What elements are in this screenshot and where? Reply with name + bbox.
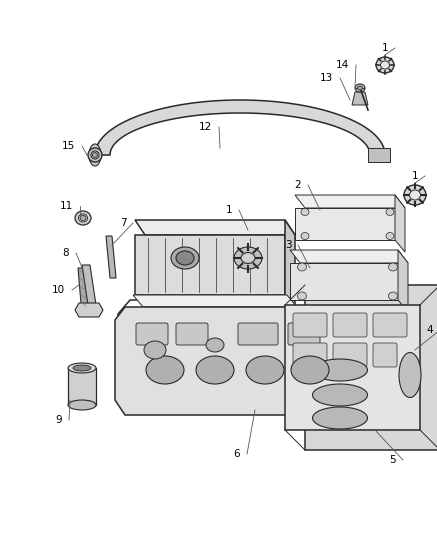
Text: 9: 9 [55, 415, 62, 425]
Text: 2: 2 [295, 180, 302, 190]
Ellipse shape [176, 251, 194, 265]
Ellipse shape [171, 247, 199, 269]
Polygon shape [135, 235, 285, 295]
Polygon shape [398, 250, 408, 312]
Ellipse shape [73, 365, 91, 371]
Text: 7: 7 [120, 218, 126, 228]
Polygon shape [106, 236, 116, 278]
Ellipse shape [301, 208, 309, 215]
Ellipse shape [312, 384, 368, 406]
Ellipse shape [89, 144, 101, 166]
Text: 14: 14 [335, 60, 349, 70]
Polygon shape [305, 285, 437, 450]
Polygon shape [78, 268, 90, 315]
Ellipse shape [93, 152, 97, 157]
Text: 12: 12 [198, 122, 212, 132]
FancyBboxPatch shape [373, 343, 397, 367]
Polygon shape [285, 220, 295, 305]
Polygon shape [352, 92, 368, 105]
Ellipse shape [88, 148, 102, 162]
Ellipse shape [355, 84, 365, 92]
FancyBboxPatch shape [288, 323, 320, 345]
Text: 4: 4 [427, 325, 434, 335]
Polygon shape [82, 265, 96, 305]
Ellipse shape [75, 211, 91, 225]
Polygon shape [75, 303, 103, 317]
Ellipse shape [357, 86, 363, 90]
Polygon shape [395, 195, 405, 252]
Polygon shape [290, 250, 408, 263]
Ellipse shape [388, 263, 398, 271]
FancyBboxPatch shape [293, 343, 327, 367]
Ellipse shape [246, 356, 284, 384]
Text: 10: 10 [52, 285, 65, 295]
Text: 6: 6 [234, 449, 240, 459]
Ellipse shape [409, 190, 420, 200]
Ellipse shape [386, 232, 394, 239]
Ellipse shape [68, 363, 96, 373]
Ellipse shape [68, 400, 96, 410]
Polygon shape [95, 100, 385, 155]
Ellipse shape [91, 151, 99, 159]
Ellipse shape [301, 232, 309, 239]
Ellipse shape [312, 407, 368, 429]
Ellipse shape [298, 292, 306, 300]
Ellipse shape [376, 57, 394, 73]
Text: 5: 5 [390, 455, 396, 465]
Text: 13: 13 [319, 73, 333, 83]
Text: 11: 11 [59, 201, 73, 211]
Text: 8: 8 [62, 248, 69, 258]
Ellipse shape [291, 356, 329, 384]
Text: 15: 15 [61, 141, 75, 151]
Ellipse shape [241, 253, 255, 263]
Ellipse shape [386, 208, 394, 215]
Polygon shape [68, 368, 96, 405]
Ellipse shape [206, 338, 224, 352]
Polygon shape [133, 295, 297, 307]
Ellipse shape [144, 341, 166, 359]
Ellipse shape [196, 356, 234, 384]
Ellipse shape [312, 359, 368, 381]
Ellipse shape [80, 215, 86, 221]
Polygon shape [290, 263, 398, 300]
FancyBboxPatch shape [333, 313, 367, 337]
FancyBboxPatch shape [293, 313, 327, 337]
Text: 3: 3 [284, 240, 291, 250]
Polygon shape [295, 208, 395, 240]
Ellipse shape [79, 214, 87, 222]
FancyBboxPatch shape [136, 323, 168, 345]
FancyBboxPatch shape [238, 323, 278, 345]
Ellipse shape [399, 352, 421, 398]
Polygon shape [368, 148, 390, 162]
Ellipse shape [404, 185, 426, 205]
Ellipse shape [381, 61, 389, 69]
Text: 1: 1 [382, 43, 388, 53]
Polygon shape [285, 305, 420, 430]
Polygon shape [115, 307, 330, 415]
Polygon shape [295, 195, 405, 208]
FancyBboxPatch shape [333, 343, 367, 367]
Polygon shape [135, 220, 295, 235]
Ellipse shape [146, 356, 184, 384]
Ellipse shape [388, 292, 398, 300]
FancyBboxPatch shape [373, 313, 407, 337]
FancyBboxPatch shape [176, 323, 208, 345]
Ellipse shape [234, 247, 262, 269]
Ellipse shape [298, 263, 306, 271]
Text: 1: 1 [412, 171, 418, 181]
Text: 1: 1 [225, 205, 232, 215]
